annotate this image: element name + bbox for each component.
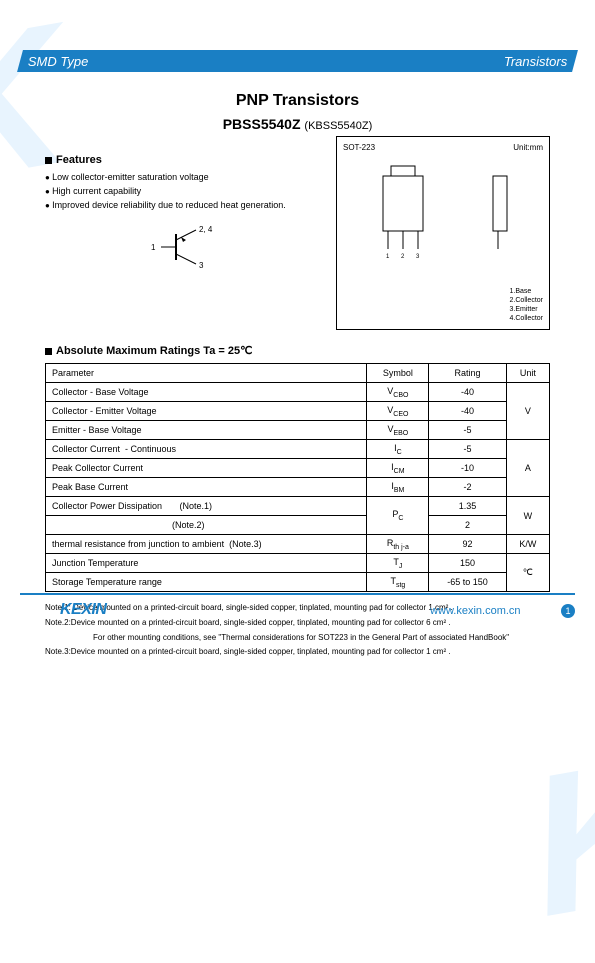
title: PNP Transistors bbox=[45, 92, 550, 110]
transistor-symbol: 1 2, 4 3 bbox=[45, 222, 316, 272]
svg-text:2: 2 bbox=[401, 254, 405, 260]
svg-text:3: 3 bbox=[416, 254, 420, 260]
package-front-icon: 1 2 3 bbox=[358, 161, 448, 271]
table-row: Junction TemperatureTJ150℃ bbox=[46, 554, 550, 573]
package-legend: 1.Base2.Collector3.Emitter4.Collector bbox=[510, 287, 543, 323]
svg-text:3: 3 bbox=[199, 261, 204, 270]
table-row: Collector - Base VoltageVCBO-40V bbox=[46, 383, 550, 402]
svg-text:2, 4: 2, 4 bbox=[199, 225, 213, 234]
table-row: Collector - Emitter VoltageVCEO-40 bbox=[46, 402, 550, 421]
table-row: thermal resistance from junction to ambi… bbox=[46, 535, 550, 554]
feature-item: High current capability bbox=[45, 186, 316, 196]
header-left: SMD Type bbox=[28, 54, 88, 69]
features-heading: Features bbox=[56, 154, 102, 166]
ratings-heading: Absolute Maximum Ratings Ta = 25℃ bbox=[56, 345, 252, 357]
footer: KEXIN www.kexin.com.cn 1 bbox=[20, 593, 575, 619]
header-bar: SMD Type Transistors bbox=[17, 50, 578, 72]
package-diagram: SOT-223 Unit:mm 1 2 3 bbox=[336, 136, 550, 330]
table-row: Peak Collector CurrentICM-10 bbox=[46, 459, 550, 478]
feature-item: Low collector-emitter saturation voltage bbox=[45, 172, 316, 182]
page-number: 1 bbox=[561, 604, 575, 618]
table-row: Emitter - Base VoltageVEBO-5 bbox=[46, 421, 550, 440]
svg-text:1: 1 bbox=[151, 243, 156, 252]
header-right: Transistors bbox=[504, 54, 567, 69]
footer-url: www.kexin.com.cn bbox=[430, 605, 520, 617]
table-row: Collector Power Dissipation (Note.1)PC1.… bbox=[46, 497, 550, 516]
table-row: (Note.2)2 bbox=[46, 516, 550, 535]
feature-item: Improved device reliability due to reduc… bbox=[45, 200, 316, 210]
package-side-icon bbox=[478, 161, 528, 271]
features-section: Features Low collector-emitter saturatio… bbox=[45, 136, 316, 330]
table-row: Storage Temperature rangeTstg-65 to 150 bbox=[46, 573, 550, 592]
table-row: Collector Current - ContinuousIC-5A bbox=[46, 440, 550, 459]
table-row: Peak Base CurrentIBM-2 bbox=[46, 478, 550, 497]
part-number: PBSS5540Z (KBSS5540Z) bbox=[45, 116, 550, 132]
svg-text:1: 1 bbox=[386, 254, 390, 260]
ratings-table: ParameterSymbolRatingUnit Collector - Ba… bbox=[45, 363, 550, 592]
package-unit: Unit:mm bbox=[513, 143, 543, 152]
package-name: SOT-223 bbox=[343, 143, 375, 152]
logo: KEXIN bbox=[60, 601, 106, 619]
